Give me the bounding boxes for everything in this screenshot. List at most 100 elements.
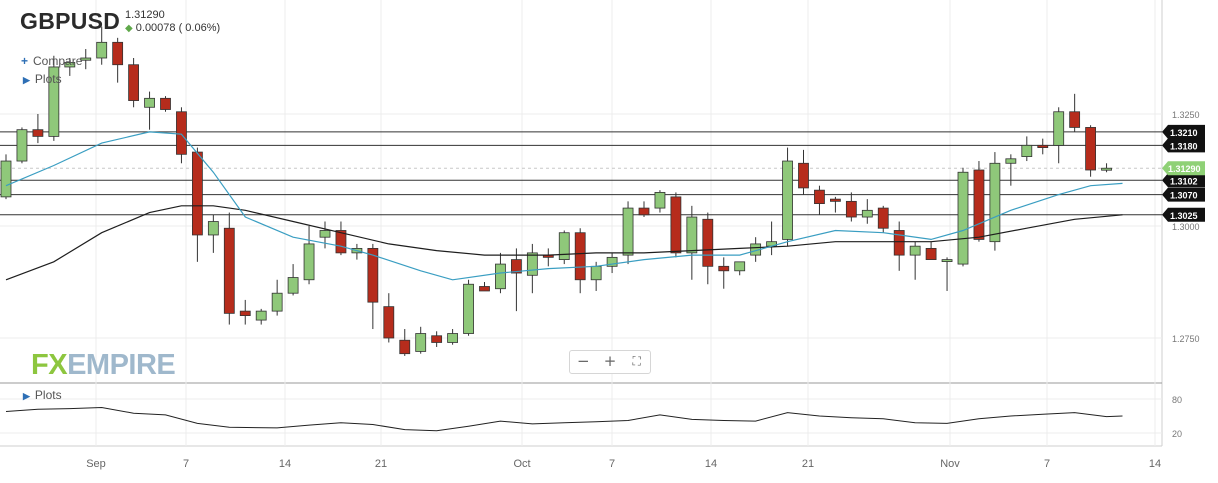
- y-tick-label: 1.3250: [1172, 110, 1200, 120]
- indicator-plots-button[interactable]: ▶ Plots: [23, 388, 62, 402]
- candle-up: [1053, 111, 1065, 146]
- candle-down: [431, 335, 443, 343]
- candle-down: [574, 232, 586, 281]
- candle-down: [367, 247, 379, 303]
- candle-down: [925, 247, 937, 260]
- last-price-label: 1.31290: [1168, 164, 1201, 174]
- candle-up: [734, 261, 746, 272]
- candle-up: [64, 62, 76, 68]
- candle-down: [893, 230, 905, 256]
- indicator-tick-label: 80: [1172, 395, 1182, 405]
- candle-down: [191, 151, 203, 236]
- candle-up: [495, 263, 506, 290]
- level-label: 1.3025: [1170, 211, 1198, 221]
- candle-up: [287, 277, 299, 294]
- candle-up: [909, 245, 921, 256]
- candle-up: [686, 216, 698, 254]
- x-tick-label: 21: [802, 458, 814, 470]
- x-tick-label: 14: [1149, 458, 1161, 470]
- candle-up: [96, 41, 108, 59]
- candle-down: [32, 129, 44, 137]
- candle-up: [144, 97, 155, 108]
- level-label-bg: [1162, 138, 1205, 153]
- candle-down: [973, 169, 985, 240]
- candle-down: [638, 207, 650, 216]
- candles: [0, 26, 1112, 356]
- candle-up: [255, 310, 267, 321]
- candle-up: [463, 283, 474, 334]
- level-label-bg: [1162, 187, 1205, 202]
- x-tick-label: Oct: [513, 458, 530, 470]
- x-tick-label: 7: [183, 458, 189, 470]
- slow-moving-average: [5, 205, 1123, 281]
- x-tick-label: 7: [1044, 458, 1050, 470]
- play-icon: ▶: [23, 75, 30, 85]
- candle-down: [670, 196, 682, 254]
- compare-button[interactable]: + Compare: [21, 54, 82, 68]
- candle-up: [941, 259, 953, 263]
- plots-label: Plots: [34, 72, 62, 86]
- candle-up: [48, 66, 60, 137]
- y-tick-label: 1.3000: [1172, 222, 1200, 232]
- candle-down: [830, 198, 841, 202]
- zoom-out-button[interactable]: −: [577, 352, 590, 370]
- candle-up: [319, 230, 331, 238]
- x-tick-label: 7: [609, 458, 615, 470]
- candle-down: [160, 97, 171, 110]
- plus-icon: +: [21, 54, 29, 68]
- candle-up: [654, 191, 666, 209]
- level-label-bg: [1162, 207, 1205, 222]
- candle-down: [718, 265, 730, 272]
- candle-down: [223, 227, 235, 314]
- last-price-text: 1.31290: [125, 9, 165, 21]
- candle-up: [271, 292, 283, 312]
- x-tick-label: 14: [279, 458, 291, 470]
- candle-up: [526, 252, 538, 276]
- indicator-plots-label: Plots: [34, 388, 62, 402]
- candle-up: [782, 160, 793, 240]
- plots-button[interactable]: ▶ Plots: [23, 72, 62, 86]
- candle-up: [1021, 144, 1033, 157]
- indicator-tick-label: 20: [1172, 429, 1182, 439]
- x-tick-label: Nov: [940, 458, 960, 470]
- level-label: 1.3102: [1170, 176, 1198, 186]
- up-arrow-icon: ◆: [125, 23, 133, 34]
- level-label: 1.3180: [1170, 141, 1198, 151]
- candle-up: [207, 221, 219, 236]
- candle-down: [112, 41, 124, 66]
- level-label: 1.3210: [1170, 128, 1198, 138]
- candle-down: [176, 111, 187, 155]
- price-change: ◆ 0.00078 ( 0.06%): [125, 22, 220, 34]
- x-tick-label: Sep: [86, 458, 106, 470]
- candle-up: [622, 207, 634, 256]
- level-label-bg: [1162, 124, 1205, 139]
- candle-down: [383, 306, 395, 339]
- support-resistance-lines: [0, 131, 1162, 216]
- candle-down: [239, 310, 251, 316]
- candle-down: [479, 286, 490, 292]
- candle-up: [989, 162, 1001, 243]
- fast-moving-average: [5, 131, 1123, 281]
- candle-down: [399, 339, 411, 355]
- candle-up: [415, 333, 427, 352]
- zoom-controls: − + ⛶: [569, 350, 651, 374]
- level-label: 1.3070: [1170, 191, 1198, 201]
- zoom-in-button[interactable]: +: [603, 352, 617, 370]
- candle-up: [0, 160, 12, 198]
- candle-down: [1069, 111, 1081, 128]
- candle-up: [861, 209, 873, 218]
- candle-up: [558, 232, 570, 261]
- logo-empire: EMPIRE: [67, 349, 176, 381]
- last-price-label-bg: [1162, 161, 1205, 176]
- fullscreen-button[interactable]: ⛶: [632, 354, 641, 368]
- candle-down: [814, 189, 825, 205]
- x-tick-label: 14: [705, 458, 717, 470]
- candle-down: [1037, 144, 1049, 149]
- candle-up: [447, 333, 459, 343]
- candle-up: [957, 171, 969, 265]
- candle-down: [510, 259, 522, 274]
- price-change-value: 0.00078 ( 0.06%): [135, 22, 221, 34]
- candle-up: [1005, 158, 1017, 164]
